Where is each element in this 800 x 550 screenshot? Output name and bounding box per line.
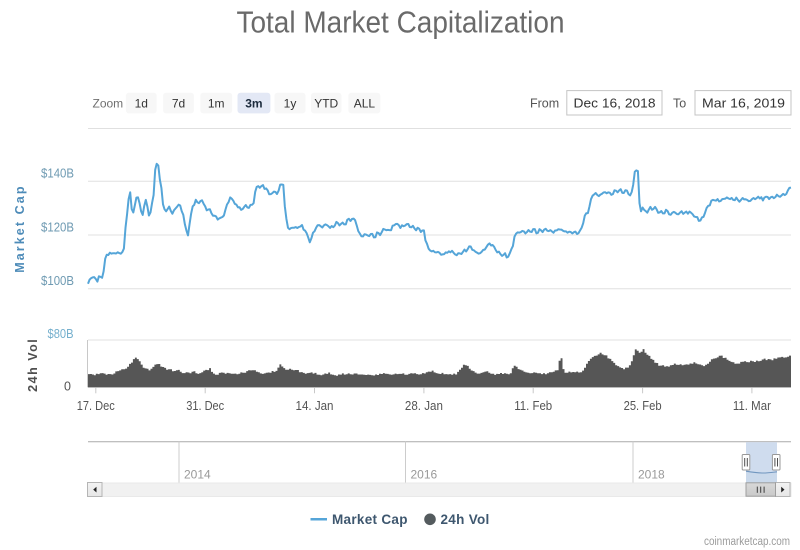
svg-text:Market Cap: Market Cap (332, 512, 408, 527)
svg-text:Dec 16, 2018: Dec 16, 2018 (574, 96, 656, 111)
svg-text:2016: 2016 (411, 468, 438, 482)
svg-text:14. Jan: 14. Jan (296, 399, 334, 413)
svg-text:2018: 2018 (638, 468, 665, 482)
svg-text:31. Dec: 31. Dec (186, 399, 224, 413)
svg-text:1d: 1d (135, 96, 148, 110)
svg-text:coinmarketcap.com: coinmarketcap.com (704, 536, 790, 548)
svg-text:1y: 1y (284, 96, 297, 110)
svg-text:Zoom: Zoom (93, 97, 124, 111)
svg-text:1m: 1m (208, 96, 225, 110)
svg-text:$140B: $140B (41, 167, 74, 181)
svg-text:11. Mar: 11. Mar (733, 399, 771, 413)
svg-text:Total Market Capitalization: Total Market Capitalization (237, 5, 565, 40)
svg-text:$120B: $120B (41, 221, 74, 235)
svg-text:17. Dec: 17. Dec (77, 399, 115, 413)
svg-text:11. Feb: 11. Feb (514, 399, 552, 413)
svg-text:28. Jan: 28. Jan (405, 399, 443, 413)
svg-text:$80B: $80B (48, 327, 74, 341)
svg-text:To: To (673, 97, 686, 111)
svg-text:25. Feb: 25. Feb (624, 399, 662, 413)
svg-text:YTD: YTD (314, 96, 338, 110)
svg-text:Mar 16, 2019: Mar 16, 2019 (702, 96, 785, 111)
svg-text:24h Vol: 24h Vol (441, 512, 490, 527)
svg-text:24h Vol: 24h Vol (26, 338, 40, 392)
svg-text:0: 0 (64, 380, 71, 394)
svg-text:ALL: ALL (354, 96, 376, 110)
svg-text:3m: 3m (245, 96, 262, 110)
svg-text:7d: 7d (172, 96, 185, 110)
svg-text:$100B: $100B (41, 274, 74, 288)
svg-text:Market Cap: Market Cap (13, 184, 27, 272)
svg-text:2014: 2014 (184, 468, 211, 482)
svg-text:From: From (530, 97, 559, 111)
